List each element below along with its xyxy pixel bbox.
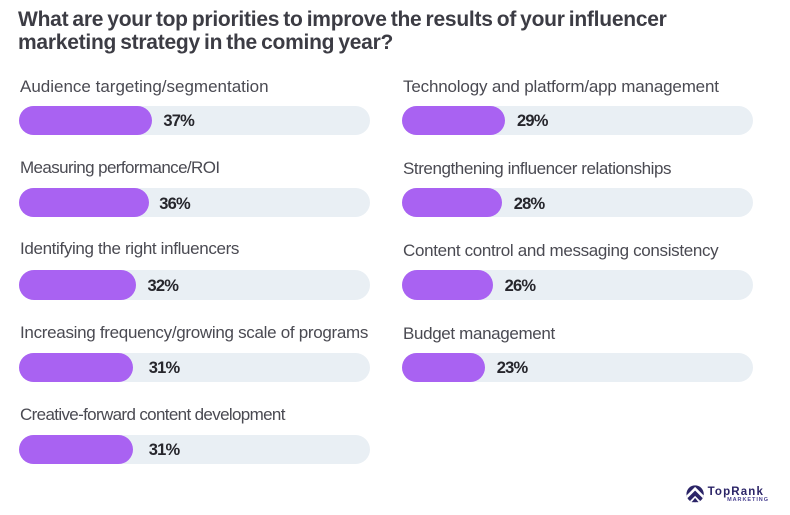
svg-text:MARKETING: MARKETING: [727, 497, 769, 503]
svg-text:TopRank: TopRank: [708, 486, 764, 498]
